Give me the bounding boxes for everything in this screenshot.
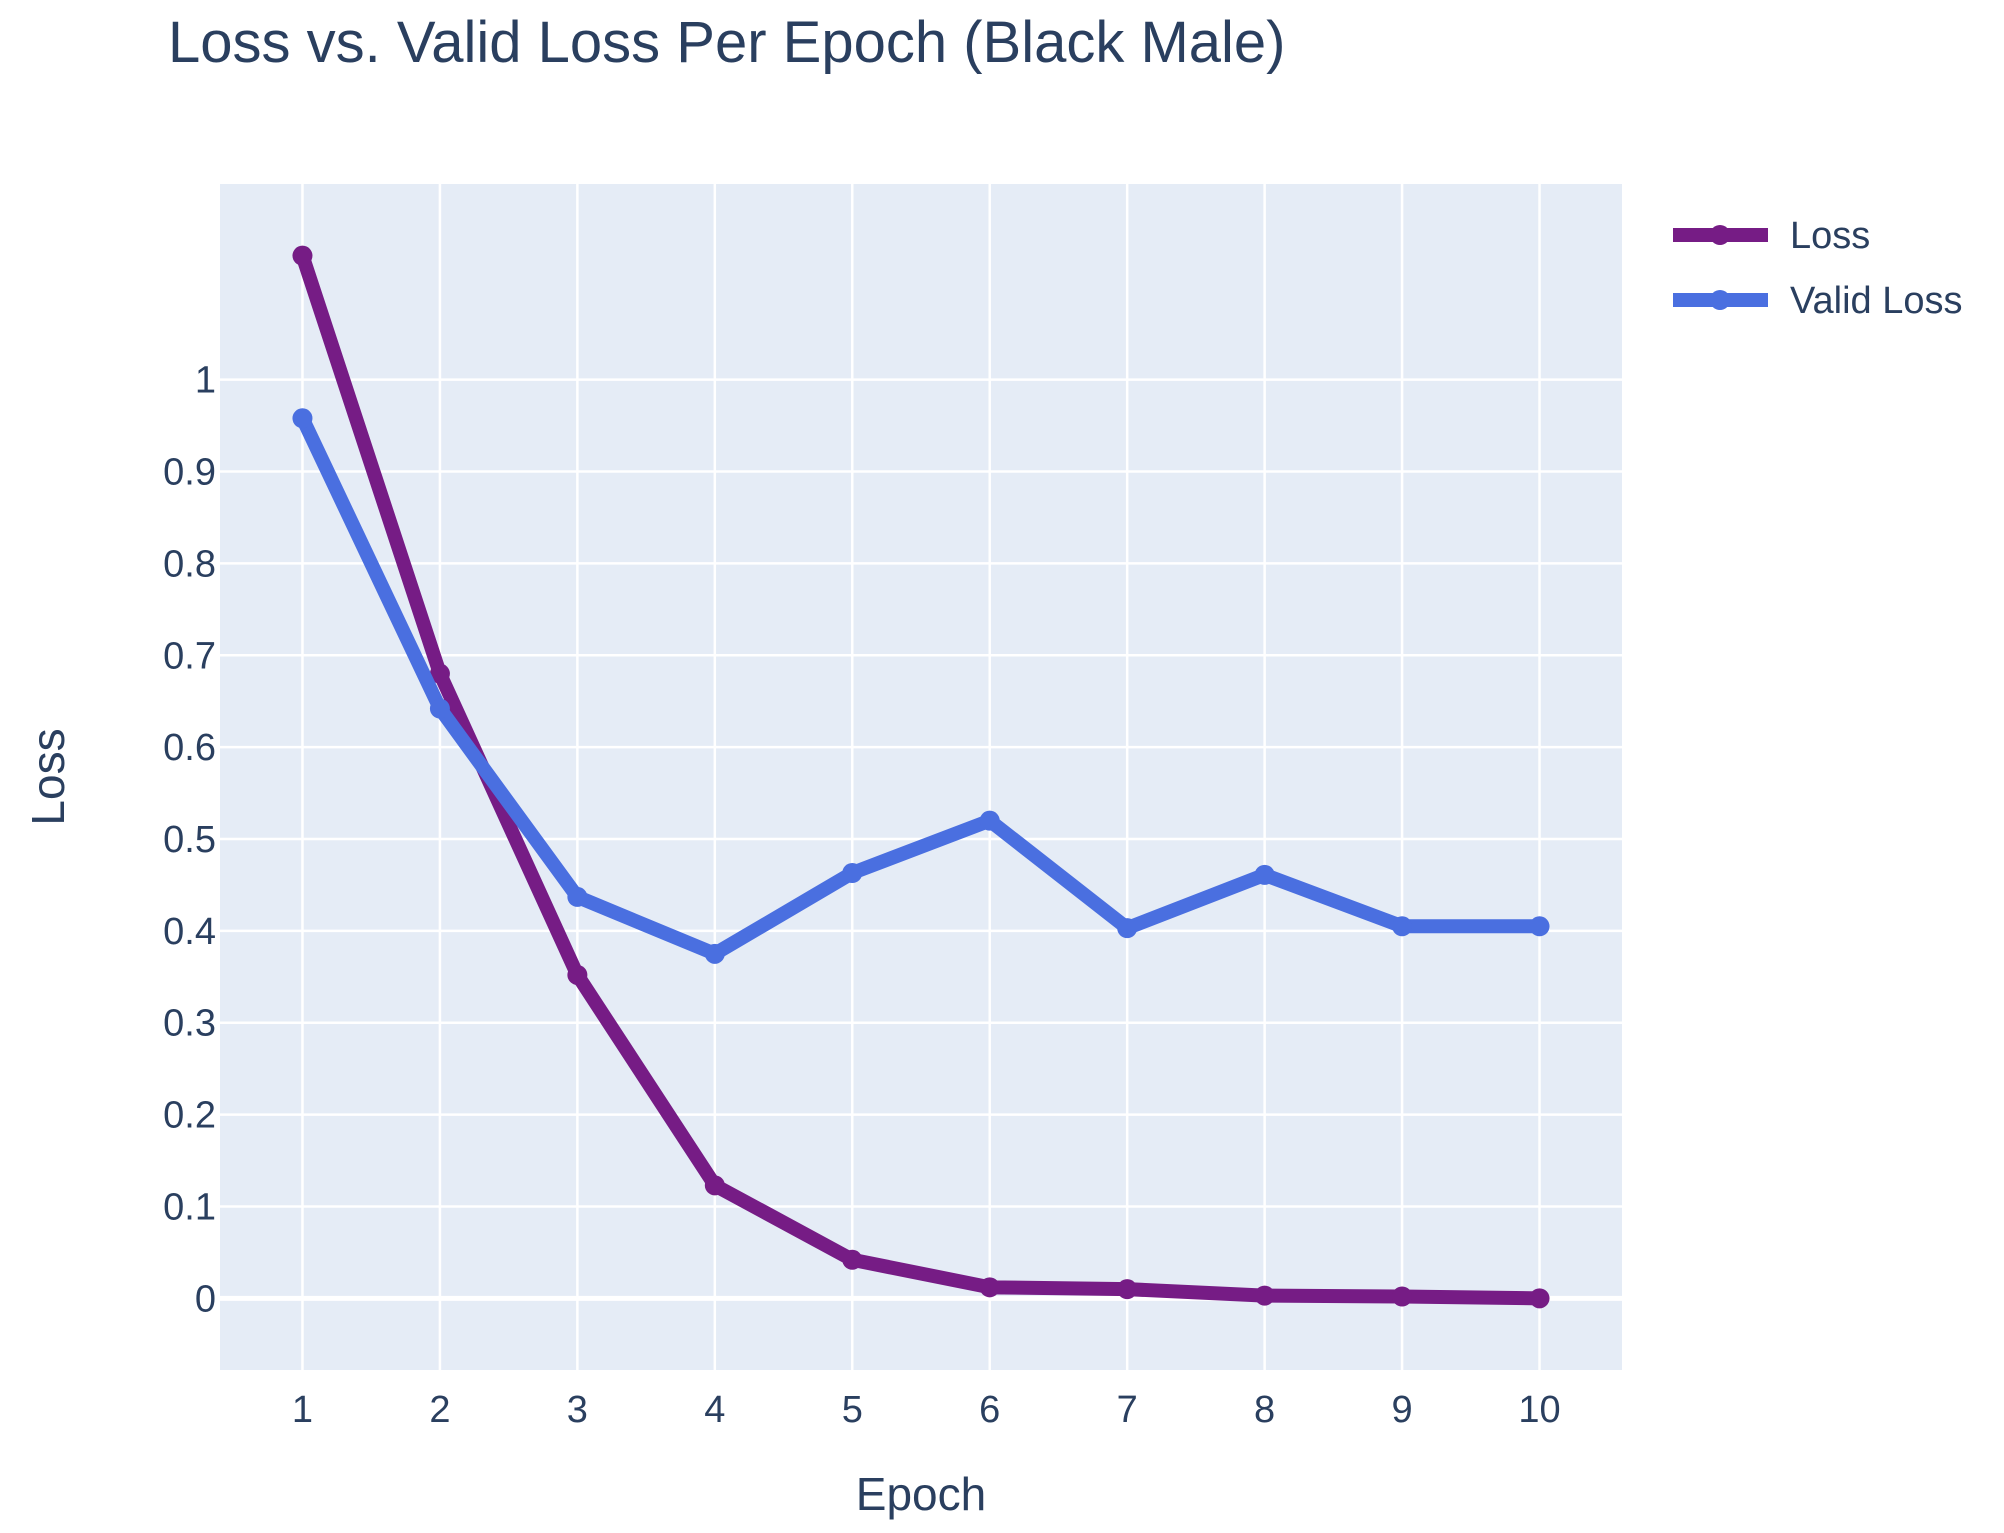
y-tick-label-2: 0.2 <box>163 1095 216 1137</box>
legend-marker-1 <box>1710 290 1730 310</box>
y-tick-label-1: 0.1 <box>163 1186 216 1228</box>
legend-label-1: Valid Loss <box>1790 280 1963 322</box>
data-point-s0-3 <box>704 1175 725 1196</box>
chart-title: Loss vs. Valid Loss Per Epoch (Black Mal… <box>168 10 1286 75</box>
data-point-s1-6 <box>1117 918 1138 939</box>
x-axis-ticks: 1 2 3 4 5 6 7 8 9 10 <box>292 1389 1561 1431</box>
series-line-0 <box>295 248 1547 1306</box>
y-tick-label-8: 0.8 <box>163 543 216 585</box>
legend: Loss Valid Loss <box>1673 215 1963 322</box>
data-point-s0-9 <box>1529 1288 1550 1309</box>
data-point-s1-2 <box>567 886 588 907</box>
y-tick-label-5: 0.5 <box>163 819 216 861</box>
data-point-s0-8 <box>1392 1286 1413 1307</box>
y-axis-title: Loss <box>22 728 74 825</box>
data-point-s1-8 <box>1392 916 1413 937</box>
x-axis-title: Epoch <box>856 1468 986 1520</box>
data-point-s1-4 <box>842 863 863 884</box>
x-tick-label-1: 2 <box>429 1389 450 1431</box>
data-point-s0-1 <box>429 663 450 684</box>
y-tick-label-10: 1 <box>195 360 216 402</box>
x-tick-label-2: 3 <box>567 1389 588 1431</box>
data-point-s1-7 <box>1254 864 1275 885</box>
legend-label-0: Loss <box>1790 215 1870 257</box>
y-axis-ticks: 0 0.1 0.2 0.3 0.4 0.5 0.6 0.7 0.8 0.9 1 <box>163 360 216 1321</box>
y-tick-label-7: 0.7 <box>163 635 216 677</box>
grid <box>220 184 1622 1370</box>
x-tick-label-6: 7 <box>1117 1389 1138 1431</box>
data-point-s1-5 <box>979 810 1000 831</box>
legend-marker-0 <box>1710 225 1730 245</box>
data-point-s0-7 <box>1254 1285 1275 1306</box>
data-point-s0-4 <box>842 1249 863 1270</box>
series-line-1 <box>295 411 1547 961</box>
y-tick-label-6: 0.6 <box>163 727 216 769</box>
y-tick-label-4: 0.4 <box>163 911 216 953</box>
y-tick-label-9: 0.9 <box>163 452 216 494</box>
series-lines <box>292 245 1550 1309</box>
y-tick-label-0: 0 <box>195 1278 216 1320</box>
data-point-s1-0 <box>292 408 313 429</box>
y-tick-label-3: 0.3 <box>163 1003 216 1045</box>
data-point-s1-1 <box>429 698 450 719</box>
x-tick-label-7: 8 <box>1254 1389 1275 1431</box>
x-tick-label-4: 5 <box>842 1389 863 1431</box>
data-point-s1-3 <box>704 943 725 964</box>
x-tick-label-9: 10 <box>1518 1389 1560 1431</box>
x-tick-label-0: 1 <box>292 1389 313 1431</box>
x-tick-label-3: 4 <box>704 1389 725 1431</box>
data-point-s0-6 <box>1117 1279 1138 1300</box>
data-point-s1-9 <box>1529 916 1550 937</box>
data-point-s0-2 <box>567 964 588 985</box>
data-point-s0-0 <box>292 245 313 266</box>
data-point-s0-5 <box>979 1277 1000 1298</box>
plot-area <box>220 184 1622 1370</box>
x-tick-label-8: 9 <box>1392 1389 1413 1431</box>
x-tick-label-5: 6 <box>979 1389 1000 1431</box>
